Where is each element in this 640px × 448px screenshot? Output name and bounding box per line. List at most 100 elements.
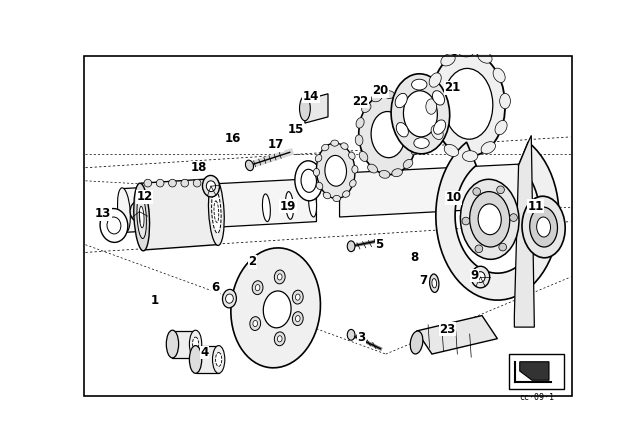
Ellipse shape	[168, 179, 176, 187]
Ellipse shape	[277, 274, 282, 280]
Polygon shape	[515, 135, 534, 327]
Ellipse shape	[202, 176, 220, 197]
Ellipse shape	[156, 179, 164, 187]
Ellipse shape	[349, 180, 356, 187]
Ellipse shape	[245, 160, 253, 171]
Ellipse shape	[348, 329, 355, 340]
Ellipse shape	[429, 274, 439, 293]
Ellipse shape	[250, 317, 260, 331]
Ellipse shape	[321, 144, 329, 151]
Ellipse shape	[212, 190, 221, 233]
Ellipse shape	[406, 105, 415, 115]
Ellipse shape	[432, 279, 436, 288]
Ellipse shape	[342, 191, 350, 197]
Ellipse shape	[134, 206, 144, 218]
Text: 13: 13	[95, 207, 111, 220]
Ellipse shape	[231, 248, 321, 368]
Ellipse shape	[462, 217, 470, 225]
Ellipse shape	[325, 155, 346, 186]
Ellipse shape	[193, 179, 201, 187]
Text: 20: 20	[372, 84, 388, 97]
Ellipse shape	[348, 241, 355, 252]
Ellipse shape	[134, 183, 150, 251]
Text: 18: 18	[191, 161, 207, 174]
Ellipse shape	[225, 294, 234, 303]
Ellipse shape	[403, 91, 437, 137]
Text: 14: 14	[303, 90, 319, 103]
Text: 8: 8	[410, 251, 419, 264]
Ellipse shape	[473, 188, 481, 195]
Ellipse shape	[379, 170, 390, 178]
Ellipse shape	[371, 112, 405, 158]
Ellipse shape	[412, 79, 427, 90]
Polygon shape	[340, 163, 540, 217]
Ellipse shape	[460, 179, 519, 259]
Ellipse shape	[255, 284, 260, 291]
Ellipse shape	[530, 207, 557, 247]
Text: 2: 2	[248, 255, 257, 268]
Polygon shape	[520, 362, 549, 380]
Ellipse shape	[263, 291, 291, 328]
Ellipse shape	[352, 165, 358, 173]
Text: 21: 21	[445, 81, 461, 94]
Ellipse shape	[349, 152, 355, 159]
Text: 22: 22	[352, 95, 369, 108]
Ellipse shape	[216, 353, 221, 366]
Ellipse shape	[300, 96, 310, 121]
Ellipse shape	[262, 194, 270, 222]
Ellipse shape	[429, 73, 441, 87]
Ellipse shape	[323, 192, 331, 199]
Text: 4: 4	[201, 346, 209, 359]
Ellipse shape	[193, 337, 198, 351]
Ellipse shape	[444, 69, 493, 139]
Ellipse shape	[333, 195, 340, 202]
Ellipse shape	[475, 245, 483, 253]
Ellipse shape	[212, 345, 225, 373]
Ellipse shape	[107, 217, 121, 234]
Ellipse shape	[444, 144, 458, 156]
Ellipse shape	[433, 90, 445, 105]
Polygon shape	[172, 331, 196, 358]
Ellipse shape	[413, 120, 420, 131]
Ellipse shape	[509, 214, 517, 221]
Ellipse shape	[292, 312, 303, 326]
Ellipse shape	[477, 51, 492, 63]
Ellipse shape	[301, 169, 316, 192]
Ellipse shape	[476, 271, 485, 282]
Ellipse shape	[316, 143, 355, 198]
Ellipse shape	[411, 144, 419, 155]
Ellipse shape	[413, 127, 421, 138]
Ellipse shape	[396, 123, 408, 137]
Text: 15: 15	[287, 123, 304, 136]
Text: cc·09·1: cc·09·1	[519, 393, 554, 402]
Ellipse shape	[189, 330, 202, 358]
Polygon shape	[196, 346, 219, 373]
Ellipse shape	[500, 93, 511, 109]
Ellipse shape	[292, 290, 303, 304]
Text: 16: 16	[225, 132, 241, 145]
Ellipse shape	[189, 345, 202, 373]
Polygon shape	[141, 178, 216, 250]
Text: 12: 12	[136, 190, 153, 203]
Ellipse shape	[316, 155, 322, 162]
Ellipse shape	[493, 68, 505, 82]
Ellipse shape	[431, 125, 443, 139]
Ellipse shape	[426, 99, 436, 114]
Ellipse shape	[384, 91, 394, 99]
Ellipse shape	[458, 46, 474, 57]
Ellipse shape	[537, 217, 550, 237]
Ellipse shape	[355, 135, 363, 146]
Text: 19: 19	[280, 200, 296, 213]
Ellipse shape	[478, 204, 501, 235]
Ellipse shape	[371, 94, 382, 102]
Text: 1: 1	[150, 293, 159, 307]
Polygon shape	[417, 315, 497, 354]
Ellipse shape	[391, 74, 450, 154]
Ellipse shape	[362, 103, 371, 112]
Ellipse shape	[314, 168, 319, 176]
Ellipse shape	[462, 151, 478, 161]
Ellipse shape	[471, 266, 490, 288]
Ellipse shape	[275, 270, 285, 284]
Text: 10: 10	[445, 191, 461, 204]
Ellipse shape	[403, 159, 413, 168]
